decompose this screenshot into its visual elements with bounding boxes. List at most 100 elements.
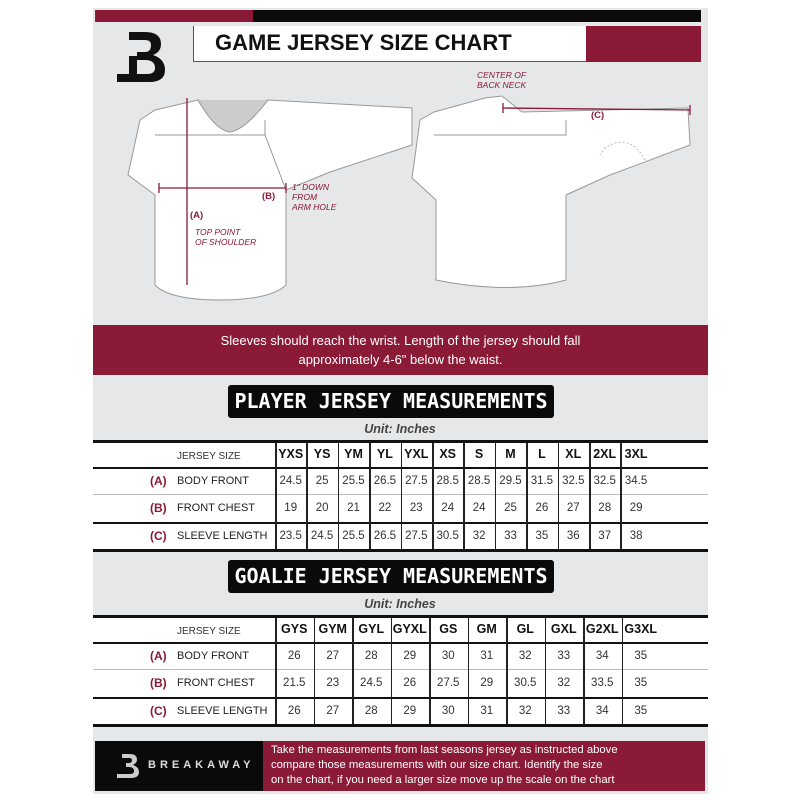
table-cell: 26 bbox=[403, 677, 417, 689]
size-header: YL bbox=[376, 447, 393, 461]
column-divider bbox=[467, 618, 469, 724]
column-divider bbox=[544, 618, 546, 724]
size-header: GS bbox=[439, 622, 458, 636]
title-accent bbox=[586, 26, 701, 62]
table-cell: 34 bbox=[595, 650, 609, 662]
label-a: (A) bbox=[190, 210, 204, 221]
table-cell: 32 bbox=[518, 650, 532, 662]
table-cell: 30 bbox=[441, 705, 455, 717]
table-cell: 22 bbox=[378, 502, 392, 514]
page-title: GAME JERSEY SIZE CHART bbox=[215, 30, 512, 55]
table-cell: 26 bbox=[535, 502, 549, 514]
top-bar-maroon bbox=[95, 10, 253, 22]
table-rule bbox=[93, 522, 708, 524]
table-cell: 28 bbox=[364, 705, 378, 717]
sizing-tip-banner: Sleeves should reach the wrist. Length o… bbox=[93, 325, 708, 375]
table-cell: 36 bbox=[566, 530, 580, 542]
table-rule bbox=[93, 549, 708, 552]
table-cell: 28.5 bbox=[467, 475, 491, 487]
table-cell: 25.5 bbox=[342, 475, 365, 487]
top-bar-black bbox=[253, 10, 701, 22]
column-divider bbox=[506, 618, 508, 724]
table-cell: 25.5 bbox=[342, 530, 365, 542]
column-divider bbox=[557, 443, 560, 549]
column-divider bbox=[589, 443, 591, 549]
column-divider bbox=[275, 443, 277, 549]
measurement-letter: (C) bbox=[150, 529, 167, 543]
header-label: JERSEY SIZE bbox=[177, 451, 241, 462]
column-divider bbox=[275, 618, 277, 724]
column-divider bbox=[352, 618, 354, 724]
player-section-title: PLAYER JERSEY MEASUREMENTS bbox=[228, 385, 554, 418]
table-cell: 24.5 bbox=[360, 677, 383, 689]
table-cell: 35 bbox=[634, 650, 648, 662]
table-rule bbox=[93, 669, 708, 670]
size-header: XL bbox=[565, 447, 582, 461]
table-rule bbox=[93, 697, 708, 699]
table-cell: 33.5 bbox=[591, 677, 614, 689]
measurement-label: FRONT CHEST bbox=[177, 677, 256, 689]
goalie-section-title: GOALIE JERSEY MEASUREMENTS bbox=[228, 560, 554, 593]
size-header: GXL bbox=[550, 622, 577, 636]
table-cell: 25 bbox=[315, 475, 329, 487]
table-cell: 21 bbox=[347, 502, 360, 514]
table-cell: 31 bbox=[480, 705, 494, 717]
table-rule bbox=[93, 642, 708, 644]
size-header: 2XL bbox=[593, 447, 617, 461]
shoulder-note: TOP POINT OF SHOULDER bbox=[195, 227, 257, 247]
footer-brand-name: BREAKAWAY bbox=[148, 759, 255, 771]
measurement-label: SLEEVE LENGTH bbox=[177, 530, 268, 542]
table-cell: 24 bbox=[441, 502, 455, 514]
table-cell: 27 bbox=[326, 650, 340, 662]
table-cell: 29 bbox=[480, 677, 494, 689]
table-cell: 35 bbox=[634, 677, 648, 689]
size-header: S bbox=[474, 447, 484, 461]
column-divider bbox=[400, 443, 403, 549]
size-header: GYS bbox=[281, 622, 308, 636]
table-cell: 29.5 bbox=[499, 475, 522, 487]
table-cell: 31.5 bbox=[530, 475, 554, 487]
table-rule bbox=[93, 494, 708, 495]
measurement-letter: (B) bbox=[150, 676, 167, 690]
measurement-letter: (A) bbox=[150, 649, 167, 663]
size-header: G2XL bbox=[585, 622, 619, 636]
table-cell: 24.5 bbox=[279, 475, 302, 487]
goalie-size-table: JERSEY SIZE GYS GYM GYL GYXL GS GM GL GXL G2XL G3X… bbox=[93, 615, 708, 727]
column-divider bbox=[313, 618, 315, 724]
table-cell: 32 bbox=[472, 530, 486, 542]
table-cell: 30 bbox=[441, 650, 455, 662]
size-header: XS bbox=[439, 447, 457, 461]
footer-brand-panel bbox=[95, 741, 263, 791]
column-divider bbox=[494, 443, 497, 549]
table-cell: 37 bbox=[598, 530, 612, 542]
footer-instructions: Take the measurements from last seasons … bbox=[263, 741, 705, 791]
measurement-label: SLEEVE LENGTH bbox=[177, 705, 268, 717]
table-cell: 35 bbox=[535, 530, 549, 542]
back-jersey bbox=[411, 95, 691, 288]
table-cell: 29 bbox=[629, 502, 643, 514]
size-header: GL bbox=[516, 622, 534, 636]
column-divider bbox=[621, 618, 623, 724]
measure-c-line bbox=[502, 107, 691, 111]
table-cell: 28 bbox=[364, 650, 378, 662]
jersey-diagram bbox=[127, 95, 691, 301]
table-cell: 26.5 bbox=[373, 475, 397, 487]
table-cell: 26.5 bbox=[373, 530, 397, 542]
goalie-unit: Unit: Inches bbox=[364, 597, 436, 611]
table-cell: 38 bbox=[629, 530, 643, 542]
measurement-label: BODY FRONT bbox=[177, 475, 249, 487]
table-cell: 26 bbox=[287, 650, 301, 662]
table-cell: 28.5 bbox=[436, 475, 459, 487]
table-cell: 26 bbox=[287, 705, 301, 717]
size-header: GYM bbox=[318, 622, 347, 636]
table-cell: 32 bbox=[557, 677, 571, 689]
column-divider bbox=[429, 618, 431, 724]
table-cell: 20 bbox=[315, 502, 329, 514]
table-cell: 32.5 bbox=[593, 475, 616, 487]
column-divider bbox=[306, 443, 308, 549]
table-cell: 30.5 bbox=[436, 530, 459, 542]
column-divider bbox=[463, 443, 465, 549]
footer-logo-icon bbox=[117, 754, 139, 778]
table-rule bbox=[93, 467, 708, 469]
size-header: YS bbox=[313, 447, 331, 461]
